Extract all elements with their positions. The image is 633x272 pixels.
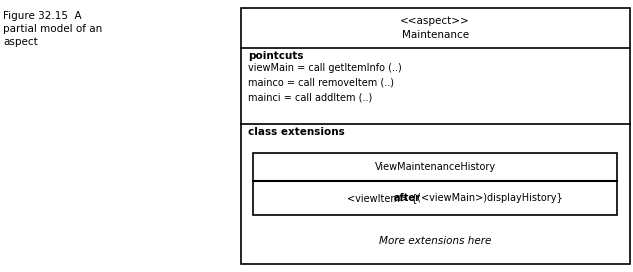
Text: <<aspect>>: <<aspect>> [400, 16, 470, 26]
Text: after: after [394, 193, 421, 203]
Text: (<viewMain>)displayHistory}: (<viewMain>)displayHistory} [413, 193, 562, 203]
Text: mainco = call removeItem (..): mainco = call removeItem (..) [248, 78, 394, 88]
Text: viewMain = call getItemInfo (..): viewMain = call getItemInfo (..) [248, 63, 402, 73]
Text: class extensions: class extensions [248, 127, 345, 137]
Text: <viewItem> {: <viewItem> { [347, 193, 417, 203]
Bar [253, 153, 617, 215]
Bar [241, 8, 630, 264]
Text: mainci = call addItem (..): mainci = call addItem (..) [248, 93, 372, 103]
Text: ViewMaintenanceHistory: ViewMaintenanceHistory [375, 162, 496, 172]
Text: Figure 32.15  A
partial model of an
aspect: Figure 32.15 A partial model of an aspec… [3, 11, 103, 47]
Text: Maintenance: Maintenance [401, 30, 469, 40]
Text: pointcuts: pointcuts [248, 51, 304, 61]
Text: More extensions here: More extensions here [379, 236, 491, 246]
